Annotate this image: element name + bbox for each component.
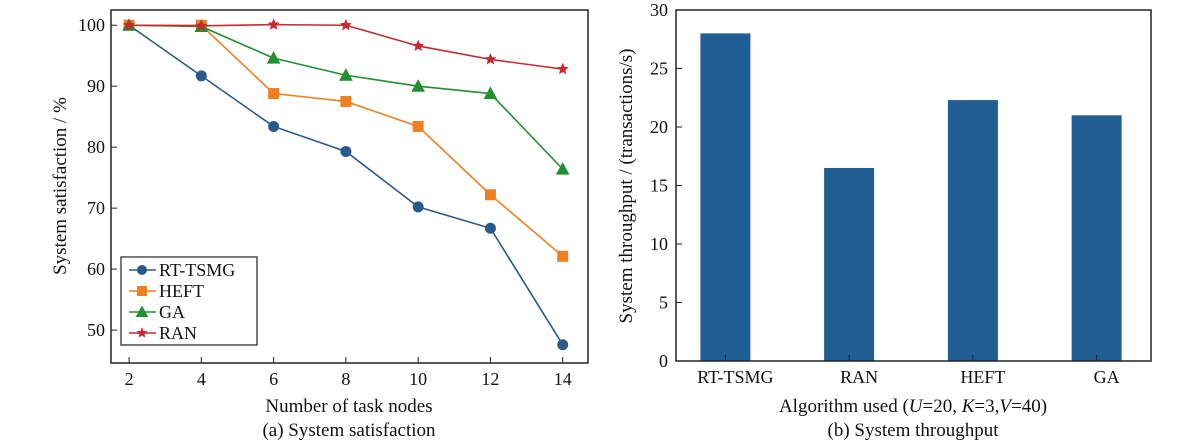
- x-tick-label: 10: [409, 369, 427, 389]
- y-tick-label: 0: [659, 351, 668, 371]
- bar-rt-tsmg: [700, 33, 751, 362]
- axes-frame-a: [110, 9, 589, 364]
- y-tick-label: 50: [87, 320, 105, 340]
- bar-heft: [947, 100, 998, 361]
- data-point: [412, 120, 424, 132]
- data-point: [483, 86, 498, 100]
- data-point: [268, 120, 280, 132]
- y-tick-label: 15: [650, 176, 668, 196]
- y-tick-label: 25: [650, 59, 668, 79]
- data-point: [340, 145, 352, 157]
- legend-marker: [136, 327, 148, 338]
- legend-label: GA: [159, 302, 185, 322]
- x-label-part: =40): [1011, 396, 1047, 417]
- legend-label: RT-TSMG: [159, 260, 235, 280]
- legend-marker: [135, 305, 149, 317]
- data-point: [557, 339, 569, 351]
- x-tick-label: 6: [269, 369, 278, 389]
- x-label-var: K: [961, 396, 976, 417]
- data-point: [412, 201, 424, 213]
- x-tick-label: 14: [554, 369, 572, 389]
- x-tick-label: 12: [481, 369, 499, 389]
- y-tick-label: 80: [87, 137, 105, 157]
- data-point: [411, 79, 426, 92]
- data-point: [195, 70, 207, 82]
- x-label-prefix: Algorithm used (: [779, 396, 909, 417]
- x-tick-label: 4: [197, 369, 206, 389]
- y-tick-label: 100: [78, 15, 105, 35]
- y-tick-label: 90: [87, 76, 105, 96]
- y-tick-label: 5: [659, 293, 668, 313]
- data-point: [412, 39, 425, 52]
- data-point: [266, 51, 281, 64]
- data-point: [267, 18, 280, 30]
- y-axis-label-a: System satisfaction / %: [50, 97, 71, 275]
- legend-marker: [137, 286, 147, 296]
- y-tick-label: 60: [87, 259, 105, 279]
- data-point: [195, 19, 208, 31]
- data-point: [339, 18, 352, 31]
- legend-label: HEFT: [159, 281, 204, 301]
- y-tick-label: 10: [650, 234, 668, 254]
- x-tick-label: GA: [1094, 367, 1120, 387]
- data-point: [484, 53, 497, 65]
- bar-ran: [824, 167, 875, 361]
- series-line: [129, 23, 563, 70]
- caption-b: (b) System throughput: [828, 420, 1000, 441]
- data-point: [340, 95, 352, 107]
- x-axis-label-b: Algorithm used (U=20, K=3,V=40): [779, 396, 1047, 417]
- throughput-chart: RT-TSMG RAN HEFT GA 0 5 10 15 20 25 30 Algorithm u…: [616, 0, 1152, 441]
- data-point: [556, 62, 569, 75]
- data-point: [339, 68, 353, 81]
- series-heft: [123, 19, 569, 262]
- x-label-part: =20,: [923, 396, 962, 417]
- caption-a: (a) System satisfaction: [262, 420, 436, 441]
- data-point: [268, 88, 280, 100]
- y-tick-label: 70: [87, 198, 105, 218]
- data-point: [555, 162, 570, 175]
- y-tick-label: 20: [650, 117, 668, 137]
- x-label-var: U: [909, 396, 924, 417]
- legend-marker: [137, 265, 147, 275]
- bar-ga: [1071, 115, 1122, 361]
- x-tick-label: HEFT: [960, 367, 1005, 387]
- y-tick-label: 30: [650, 0, 668, 20]
- data-point: [484, 189, 496, 201]
- x-label-var: V: [999, 396, 1013, 417]
- y-axis-label-b: System throughput / (transactions/s): [616, 49, 637, 324]
- x-tick-label: RAN: [840, 367, 878, 387]
- x-label-part: =3,: [974, 396, 999, 417]
- x-tick-label: 8: [341, 369, 350, 389]
- data-point: [123, 18, 136, 31]
- data-point: [557, 250, 569, 262]
- series-ran: [123, 18, 569, 75]
- x-tick-label: RT-TSMG: [697, 367, 773, 387]
- satisfaction-chart: 2 4 6 8 10 12 14 50 60 70 80 90 100 RT-TSMGHEFTGARAN…: [50, 9, 589, 441]
- x-tick-label: 2: [125, 369, 134, 389]
- data-point: [484, 222, 496, 234]
- legend-label: RAN: [159, 323, 197, 343]
- x-axis-label-a: Number of task nodes: [265, 396, 432, 417]
